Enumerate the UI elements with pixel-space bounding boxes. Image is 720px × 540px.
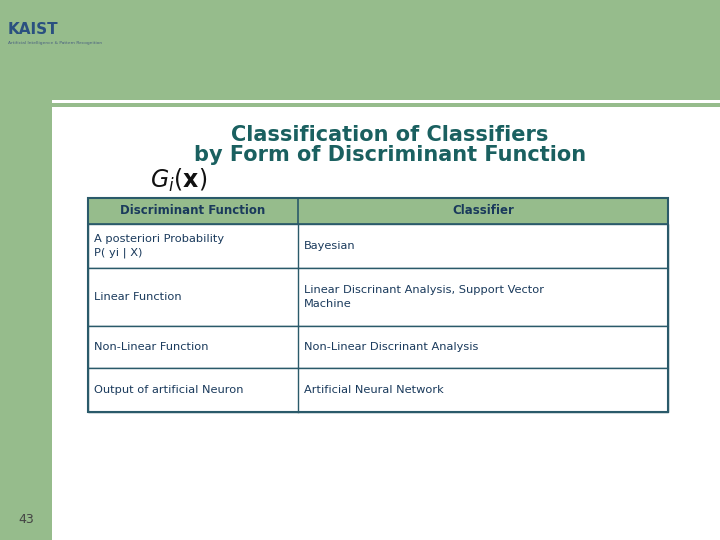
- Text: by Form of Discriminant Function: by Form of Discriminant Function: [194, 145, 586, 165]
- Text: Output of artificial Neuron: Output of artificial Neuron: [94, 385, 243, 395]
- Text: Artificial Neural Network: Artificial Neural Network: [304, 385, 444, 395]
- Bar: [88, 224, 668, 268]
- Bar: [88, 368, 668, 412]
- Bar: [52, 130, 720, 540]
- FancyBboxPatch shape: [52, 100, 720, 130]
- Text: Non-Linear Discrinant Analysis: Non-Linear Discrinant Analysis: [304, 342, 478, 352]
- Bar: [88, 326, 668, 368]
- Text: Classifier: Classifier: [452, 205, 514, 218]
- Text: Classification of Classifiers: Classification of Classifiers: [231, 125, 549, 145]
- Text: Discriminant Function: Discriminant Function: [120, 205, 266, 218]
- Text: Linear Discrinant Analysis, Support Vector
Machine: Linear Discrinant Analysis, Support Vect…: [304, 286, 544, 308]
- Text: $G_i(\mathbf{x})$: $G_i(\mathbf{x})$: [150, 166, 207, 194]
- Text: Linear Function: Linear Function: [94, 292, 181, 302]
- Bar: [82, 100, 720, 130]
- Bar: [52, 100, 720, 540]
- FancyBboxPatch shape: [82, 100, 720, 540]
- Bar: [0, 0, 720, 105]
- Bar: [0, 0, 52, 540]
- Bar: [88, 198, 668, 224]
- Bar: [88, 198, 668, 412]
- Text: Bayesian: Bayesian: [304, 241, 356, 251]
- Text: A posteriori Probability
P( yi | X): A posteriori Probability P( yi | X): [94, 234, 224, 258]
- Bar: [52, 103, 720, 107]
- Text: KAIST: KAIST: [8, 23, 58, 37]
- Text: Non-Linear Function: Non-Linear Function: [94, 342, 209, 352]
- Text: Artificial Intelligence & Pattern Recognition: Artificial Intelligence & Pattern Recogn…: [8, 41, 102, 45]
- Circle shape: [52, 100, 112, 160]
- Text: 43: 43: [18, 513, 34, 526]
- Wedge shape: [52, 100, 82, 130]
- Bar: [88, 268, 668, 326]
